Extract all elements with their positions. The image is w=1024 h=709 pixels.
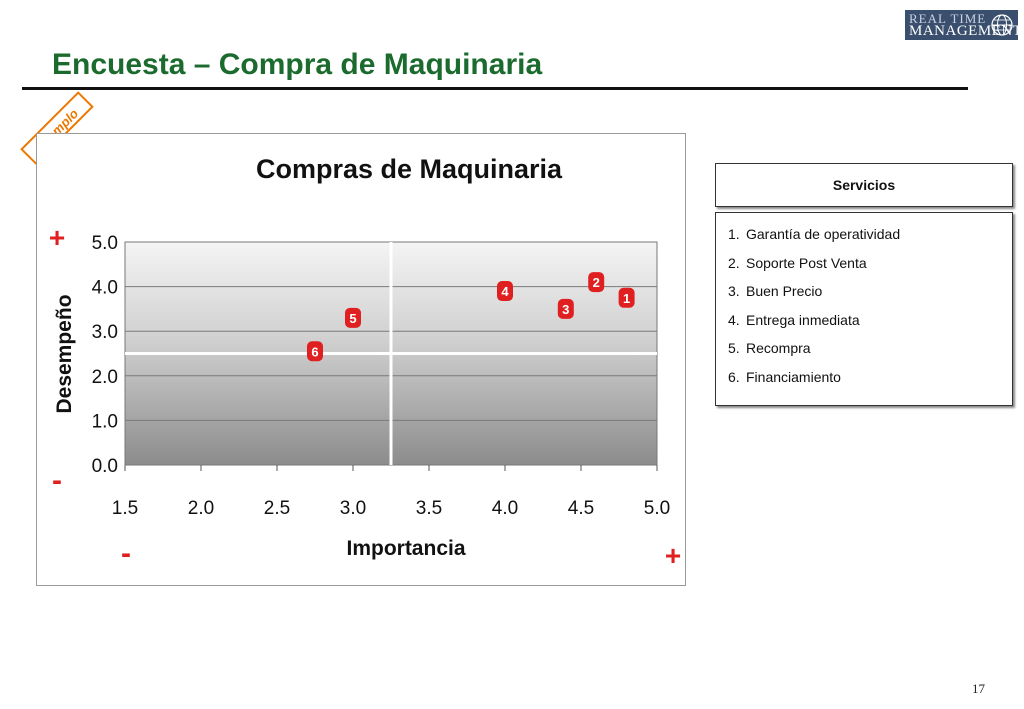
legend-item-number: 5. xyxy=(728,340,740,356)
legend-item-label: Recompra xyxy=(746,340,811,356)
legend-item-label: Soporte Post Venta xyxy=(746,254,867,271)
legend-item-number: 3. xyxy=(728,283,740,299)
x-tick-label: 2.5 xyxy=(264,498,290,519)
x-tick-label: 4.5 xyxy=(568,498,594,519)
x-tick-label: 5.0 xyxy=(644,498,670,519)
y-tick-label: 0.0 xyxy=(92,456,118,477)
x-tick-label: 3.5 xyxy=(416,498,442,519)
chart-title: Compras de Maquinaria xyxy=(256,154,563,184)
y-tick-label: 1.0 xyxy=(92,411,118,432)
legend-item: 4. Entrega inmediata xyxy=(728,309,1012,338)
legend-item-label: Buen Precio xyxy=(746,283,823,299)
legend-item-label: Entrega inmediata xyxy=(746,311,860,328)
y-tick-label: 2.0 xyxy=(92,367,118,388)
y-low-marker: - xyxy=(52,464,62,497)
x-high-marker: + xyxy=(665,540,681,571)
x-tick-label: 1.5 xyxy=(112,498,138,519)
legend-item-label: Financiamiento xyxy=(746,368,841,385)
y-tick-label: 4.0 xyxy=(92,278,118,299)
x-tick-label: 3.0 xyxy=(340,498,366,519)
x-tick-label: 4.0 xyxy=(492,498,518,519)
globe-icon xyxy=(991,14,1013,36)
logo-text-top: REAL TIME xyxy=(909,11,987,26)
data-point-label: 2 xyxy=(593,275,600,290)
y-high-marker: + xyxy=(49,222,65,253)
legend-item: 6. Financiamiento xyxy=(728,366,1012,395)
data-point-marker xyxy=(497,281,513,302)
slide-title: Encuesta – Compra de Maquinaria xyxy=(52,48,543,81)
data-point-label: 4 xyxy=(501,284,509,299)
legend-item: 2. Soporte Post Venta xyxy=(728,252,1012,281)
x-low-marker: - xyxy=(121,537,131,570)
y-tick-label: 5.0 xyxy=(92,233,118,254)
legend-header: Servicios xyxy=(715,163,1013,207)
legend-list: 1. Garantía de operatividad 2. Soporte Pos… xyxy=(716,213,1012,394)
y-tick-label: 3.0 xyxy=(92,322,118,343)
logo-text-bottom: MANAGEMENT xyxy=(909,23,1023,39)
legend-item: 5. Recompra xyxy=(728,337,1012,366)
services-legend: 1. Garantía de operatividad 2. Soporte Pos… xyxy=(715,212,1013,406)
x-axis-label: Importancia xyxy=(346,537,465,560)
data-point-marker xyxy=(588,272,605,293)
legend-item: 3. Buen Precio xyxy=(728,280,1012,309)
data-point-label: 1 xyxy=(623,291,630,306)
legend-item-number: 1. xyxy=(728,226,740,242)
data-point-marker xyxy=(557,298,574,319)
company-logo: REAL TIME MANAGEMENT xyxy=(905,10,1022,40)
data-point-marker xyxy=(307,341,323,362)
legend-item-number: 4. xyxy=(728,311,740,328)
legend-item-number: 2. xyxy=(728,254,740,271)
title-divider xyxy=(22,87,968,90)
data-point-marker xyxy=(618,287,635,308)
y-axis-label: Desempeño xyxy=(53,294,76,413)
data-point-label: 5 xyxy=(349,311,356,326)
data-point-marker xyxy=(345,307,361,328)
legend-item-number: 6. xyxy=(728,368,740,385)
legend-item: 1. Garantía de operatividad xyxy=(728,223,1012,252)
x-tick-label: 2.0 xyxy=(188,498,214,519)
legend-item-label: Garantía de operatividad xyxy=(746,226,901,242)
page-number: 17 xyxy=(972,681,985,696)
data-point-label: 3 xyxy=(562,302,569,317)
data-point-label: 6 xyxy=(311,344,318,359)
